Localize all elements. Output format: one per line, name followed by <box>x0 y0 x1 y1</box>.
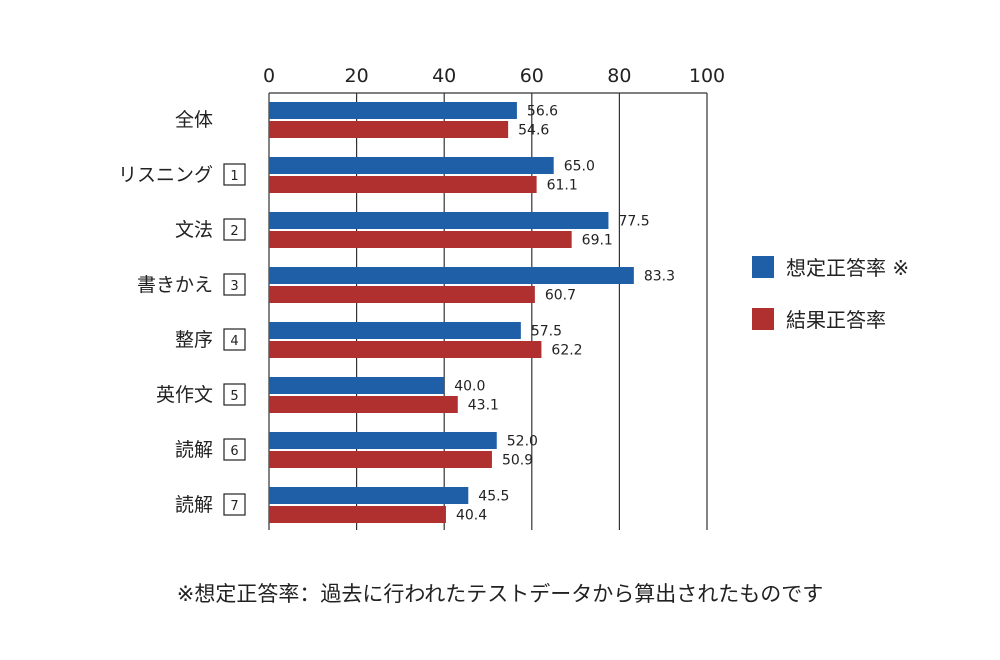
bar <box>269 396 458 413</box>
category-label: 読解 <box>175 494 213 516</box>
bar <box>269 322 521 339</box>
data-label: 69.1 <box>582 233 613 249</box>
bar <box>269 231 572 248</box>
category-number-box <box>223 163 246 186</box>
bar <box>269 176 537 193</box>
data-label: 45.5 <box>478 489 509 505</box>
bar <box>269 451 492 468</box>
data-label: 61.1 <box>547 178 578 194</box>
data-label: 50.9 <box>502 453 533 469</box>
data-label: 43.1 <box>468 398 499 414</box>
category-label: 読解 <box>175 439 213 461</box>
category-number: 4 <box>230 334 238 349</box>
x-tick-label: 80 <box>607 65 631 87</box>
data-label: 83.3 <box>644 269 675 285</box>
data-label: 57.5 <box>531 324 562 340</box>
bar <box>269 377 445 394</box>
bar <box>269 157 554 174</box>
x-tick-label: 60 <box>520 65 544 87</box>
category-number-box <box>223 493 246 516</box>
legend-swatch <box>752 308 774 330</box>
bar <box>269 267 634 284</box>
data-label: 40.0 <box>454 379 485 395</box>
category-number-box <box>223 273 246 296</box>
category-number: 7 <box>230 499 238 514</box>
x-tick-label: 0 <box>263 65 275 87</box>
footnote: ※想定正答率：過去に行われたテストデータから算出されたものです <box>176 582 824 606</box>
x-tick-label: 20 <box>345 65 369 87</box>
bar-chart: 0 20 40 60 80 100 全体 56.6 54.6 リスニング 1 65.0 61.1 文法 2 7… <box>118 65 909 530</box>
x-tick-label: 40 <box>432 65 456 87</box>
legend-swatch <box>752 256 774 278</box>
category-number-box <box>223 328 246 351</box>
bar <box>269 432 497 449</box>
bar <box>269 286 535 303</box>
bar <box>269 102 517 119</box>
category-label: 整序 <box>175 329 213 351</box>
data-label: 60.7 <box>545 288 576 304</box>
data-label: 62.2 <box>551 343 582 359</box>
data-label: 52.0 <box>507 434 538 450</box>
category-label: 書きかえ <box>137 274 213 296</box>
category-number: 5 <box>230 389 238 404</box>
category-number: 2 <box>230 224 238 239</box>
category-label: 全体 <box>175 109 213 131</box>
bar <box>269 487 469 504</box>
data-label: 77.5 <box>618 214 649 230</box>
legend-label: 想定正答率 ※ <box>786 256 909 280</box>
category-number: 6 <box>230 444 238 459</box>
data-label: 65.0 <box>564 159 595 175</box>
category-number-box <box>223 438 246 461</box>
data-label: 40.4 <box>456 508 487 524</box>
data-label: 56.6 <box>527 104 558 120</box>
bar <box>269 341 542 358</box>
data-label: 54.6 <box>518 123 549 139</box>
legend-label: 結果正答率 <box>786 308 886 332</box>
category-number: 3 <box>230 279 238 294</box>
category-label: 英作文 <box>156 384 213 406</box>
category-number: 1 <box>230 169 238 184</box>
category-label: リスニング <box>118 164 213 186</box>
bar <box>269 121 509 138</box>
x-tick-label: 100 <box>689 65 725 87</box>
category-number-box <box>223 383 246 406</box>
category-number-box <box>223 218 246 241</box>
bar <box>269 506 446 523</box>
bar <box>269 212 609 229</box>
category-label: 文法 <box>175 219 213 241</box>
